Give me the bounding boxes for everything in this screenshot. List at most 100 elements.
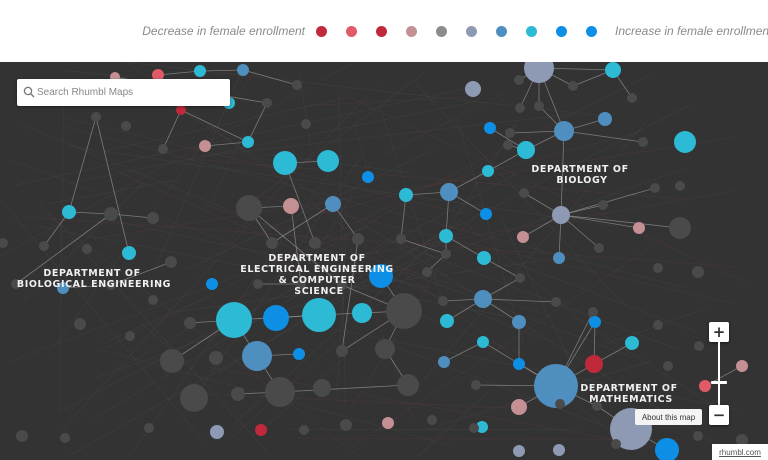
attribution-link[interactable]: rhumbl.com (712, 444, 768, 460)
graph-node[interactable] (106, 280, 116, 290)
graph-node[interactable] (336, 345, 348, 357)
graph-node[interactable] (16, 430, 28, 442)
graph-node[interactable] (439, 229, 453, 243)
graph-node[interactable] (598, 112, 612, 126)
graph-node[interactable] (176, 105, 186, 115)
graph-node[interactable] (216, 302, 252, 338)
graph-node[interactable] (692, 266, 704, 278)
graph-node[interactable] (60, 433, 70, 443)
graph-node[interactable] (534, 364, 578, 408)
graph-node[interactable] (39, 241, 49, 251)
graph-node[interactable] (469, 423, 479, 433)
graph-node[interactable] (515, 103, 525, 113)
graph-node[interactable] (655, 438, 679, 460)
graph-node[interactable] (180, 384, 208, 412)
graph-node[interactable] (382, 417, 394, 429)
graph-node[interactable] (293, 348, 305, 360)
zoom-in-button[interactable]: + (709, 322, 729, 342)
graph-node[interactable] (362, 171, 374, 183)
graph-node[interactable] (82, 244, 92, 254)
graph-node[interactable] (340, 419, 352, 431)
graph-node[interactable] (598, 200, 608, 210)
zoom-slider-track[interactable] (718, 342, 720, 405)
graph-node[interactable] (422, 267, 432, 277)
graph-node[interactable] (482, 165, 494, 177)
graph-node[interactable] (512, 315, 526, 329)
network-graph[interactable]: DEPARTMENT OF BIOLOGY DEPARTMENT OF BIOL… (0, 62, 768, 460)
graph-node[interactable] (653, 263, 663, 273)
graph-node[interactable] (503, 140, 513, 150)
graph-node[interactable] (568, 81, 578, 91)
graph-nodes[interactable] (0, 62, 748, 460)
graph-node[interactable] (0, 238, 8, 248)
graph-node[interactable] (369, 264, 393, 288)
graph-node[interactable] (231, 387, 245, 401)
graph-node[interactable] (553, 252, 565, 264)
graph-node[interactable] (317, 150, 339, 172)
graph-node[interactable] (122, 246, 136, 260)
graph-node[interactable] (11, 279, 21, 289)
graph-node[interactable] (296, 279, 306, 289)
graph-node[interactable] (505, 128, 515, 138)
zoom-out-button[interactable]: − (709, 405, 729, 425)
graph-node[interactable] (283, 198, 299, 214)
graph-node[interactable] (611, 439, 621, 449)
graph-node[interactable] (199, 140, 211, 152)
graph-node[interactable] (511, 399, 527, 415)
graph-node[interactable] (242, 341, 272, 371)
graph-node[interactable] (552, 206, 570, 224)
graph-node[interactable] (513, 445, 525, 457)
graph-node[interactable] (313, 379, 331, 397)
graph-node[interactable] (517, 141, 535, 159)
graph-node[interactable] (589, 316, 601, 328)
graph-node[interactable] (674, 131, 696, 153)
zoom-slider-handle[interactable] (711, 381, 727, 384)
graph-node[interactable] (337, 280, 347, 290)
graph-node[interactable] (484, 122, 496, 134)
graph-node[interactable] (194, 65, 206, 77)
graph-node[interactable] (653, 320, 663, 330)
graph-node[interactable] (236, 195, 262, 221)
graph-node[interactable] (693, 431, 703, 441)
graph-node[interactable] (144, 423, 154, 433)
graph-node[interactable] (325, 196, 341, 212)
graph-node[interactable] (438, 356, 450, 368)
graph-node[interactable] (375, 339, 395, 359)
graph-node[interactable] (147, 212, 159, 224)
graph-node[interactable] (625, 336, 639, 350)
graph-node[interactable] (184, 317, 196, 329)
graph-node[interactable] (386, 293, 422, 329)
graph-node[interactable] (594, 243, 604, 253)
graph-node[interactable] (104, 207, 118, 221)
graph-node[interactable] (554, 121, 574, 141)
graph-node[interactable] (148, 295, 158, 305)
graph-node[interactable] (553, 444, 565, 456)
graph-node[interactable] (514, 75, 524, 85)
graph-node[interactable] (352, 303, 372, 323)
graph-node[interactable] (440, 183, 458, 201)
graph-node[interactable] (477, 251, 491, 265)
graph-node[interactable] (74, 318, 86, 330)
graph-node[interactable] (292, 80, 302, 90)
graph-node[interactable] (627, 93, 637, 103)
graph-node[interactable] (397, 374, 419, 396)
graph-node[interactable] (438, 296, 448, 306)
graph-node[interactable] (255, 424, 267, 436)
graph-node[interactable] (517, 231, 529, 243)
network-map[interactable]: DEPARTMENT OF BIOLOGY DEPARTMENT OF BIOL… (0, 62, 768, 460)
graph-node[interactable] (242, 136, 254, 148)
graph-node[interactable] (427, 415, 437, 425)
graph-node[interactable] (605, 62, 621, 78)
graph-node[interactable] (121, 121, 131, 131)
graph-node[interactable] (266, 237, 278, 249)
graph-node[interactable] (253, 279, 263, 289)
graph-node[interactable] (160, 349, 184, 373)
graph-node[interactable] (465, 81, 481, 97)
graph-node[interactable] (57, 282, 69, 294)
graph-node[interactable] (699, 380, 711, 392)
graph-node[interactable] (476, 421, 488, 433)
graph-node[interactable] (440, 314, 454, 328)
graph-node[interactable] (471, 380, 481, 390)
graph-node[interactable] (91, 112, 101, 122)
graph-node[interactable] (585, 355, 603, 373)
